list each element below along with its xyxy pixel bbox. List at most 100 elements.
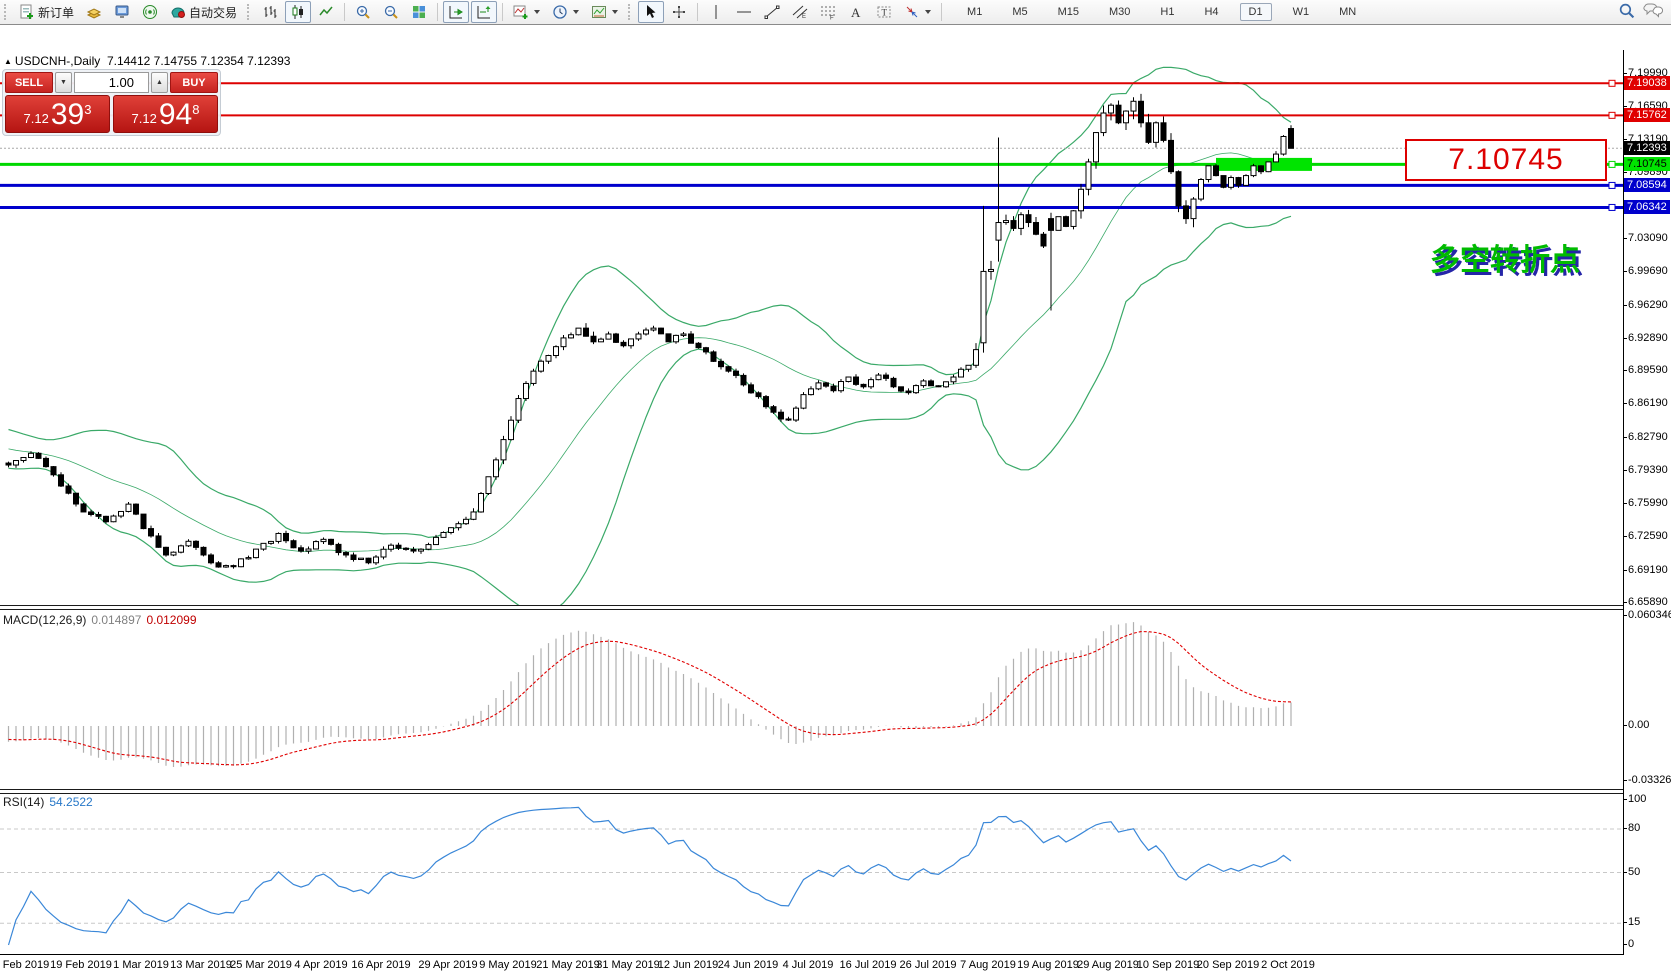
autotrading-button[interactable]: 自动交易	[165, 1, 242, 23]
macd-signal-line	[8, 631, 1292, 766]
timeframe-h1-button[interactable]: H1	[1160, 6, 1175, 18]
timeframe-toolbar: M1 M5 M15 M30 H1 H4 D1 W1 MN	[952, 3, 1371, 21]
candle-body	[463, 518, 469, 525]
candle-body	[208, 554, 214, 564]
zoom-in-icon	[355, 4, 371, 20]
macd-label: MACD(12,26,9) 0.014897 0.012099	[3, 613, 197, 627]
line-chart-mode-button[interactable]	[313, 1, 339, 23]
cursor-icon	[643, 4, 659, 20]
volume-decrease-button[interactable]: ▼	[55, 72, 72, 93]
periods-button[interactable]	[547, 1, 584, 23]
rsi-label: RSI(14) 54.2522	[3, 795, 93, 809]
price-tick-label: 6.89590	[1623, 364, 1668, 376]
candle-body	[178, 545, 184, 553]
vertical-line-tool-button[interactable]	[703, 1, 729, 23]
candle-body	[650, 327, 657, 331]
candle-body	[1070, 210, 1077, 227]
price-tick-label: 6.96290	[1623, 299, 1668, 311]
volume-increase-button[interactable]: ▲	[151, 72, 168, 93]
chart-shift-button[interactable]	[443, 1, 470, 23]
crosshair-tool-button[interactable]	[666, 1, 692, 23]
bollinger-lower-band	[8, 215, 1292, 608]
timeframe-mn-button[interactable]: MN	[1339, 6, 1357, 18]
chart-title: ▲ USDCNH-,Daily 7.14412 7.14755 7.12354 7…	[4, 54, 290, 68]
rsi-line	[7, 806, 1292, 946]
horizontal-line-tool-button[interactable]	[731, 1, 757, 23]
candle-body	[628, 338, 634, 347]
cursor-tool-button[interactable]	[638, 1, 665, 23]
candle-body	[1265, 161, 1272, 173]
macd-panel[interactable]	[0, 610, 1624, 789]
line-handle[interactable]	[1608, 111, 1616, 119]
timeframe-w1-button[interactable]: W1	[1292, 6, 1310, 18]
timeframe-m15-button[interactable]: M15	[1057, 6, 1079, 18]
text-label-tool-button[interactable]: T	[871, 1, 897, 23]
candle-body	[493, 459, 499, 478]
candle-body	[1055, 216, 1062, 231]
buy-button[interactable]: BUY	[170, 72, 218, 93]
candle-body	[875, 374, 882, 381]
volume-field[interactable]: 1.00	[74, 72, 149, 93]
panel-separator[interactable]	[0, 789, 1624, 794]
zoom-out-button[interactable]	[378, 1, 404, 23]
chinese-annotation[interactable]: 多空转折点	[1430, 244, 1580, 277]
zoom-in-button[interactable]	[350, 1, 376, 23]
candle-body	[725, 366, 732, 372]
candle-body	[163, 546, 169, 556]
line-handle[interactable]	[1608, 160, 1616, 168]
chart-area[interactable]: ▲ USDCNH-,Daily 7.14412 7.14755 7.12354 7…	[0, 25, 1671, 971]
new-order-button[interactable]: 新订单	[14, 1, 79, 23]
bid-price-main: 39	[50, 98, 85, 131]
candle-body	[245, 557, 252, 560]
timeframe-m1-button[interactable]: M1	[967, 6, 983, 18]
timeframe-h4-button[interactable]: H4	[1204, 6, 1219, 18]
rsi-panel[interactable]	[0, 793, 1624, 954]
candle-body	[808, 388, 814, 396]
history-center-button[interactable]	[81, 1, 107, 23]
candle-body	[1048, 218, 1054, 231]
bar-chart-mode-button[interactable]	[257, 1, 283, 23]
panel-separator[interactable]	[0, 605, 1624, 610]
templates-button[interactable]	[586, 1, 623, 23]
support-zone-rect[interactable]	[1216, 157, 1312, 171]
price-chart-panel[interactable]	[0, 50, 1624, 608]
fibonacci-tool-button[interactable]: F	[815, 1, 841, 23]
timeframe-m30-button[interactable]: M30	[1109, 6, 1131, 18]
trendline-tool-button[interactable]	[759, 1, 785, 23]
text-tool-button[interactable]: A	[843, 1, 869, 23]
collapse-triangle-icon[interactable]: ▲	[4, 57, 12, 66]
auto-scroll-button[interactable]	[471, 1, 498, 23]
terminal-button[interactable]	[109, 1, 135, 23]
candle-body	[718, 360, 724, 368]
candle-body	[238, 558, 244, 568]
ask-price-button[interactable]: 7.12 94 8	[113, 95, 218, 133]
tile-windows-button[interactable]	[406, 1, 432, 23]
arrows-tool-button[interactable]	[899, 1, 936, 23]
timeframe-m5-button[interactable]: M5	[1012, 6, 1028, 18]
bid-price-prefix: 7.12	[23, 111, 49, 126]
line-handle[interactable]	[1608, 203, 1616, 211]
indicators-icon	[513, 4, 529, 20]
timeframe-d1-button[interactable]: D1	[1239, 3, 1272, 21]
candle-body	[95, 513, 102, 517]
bid-price-button[interactable]: 7.12 39 3	[5, 95, 110, 133]
sell-button[interactable]: SELL	[5, 72, 53, 93]
candle-body	[440, 531, 447, 538]
channel-tool-button[interactable]: E	[787, 1, 813, 23]
candle-body	[305, 548, 312, 552]
macd-name: MACD(12,26,9)	[3, 613, 87, 627]
candle-body	[778, 411, 784, 420]
price-callout-label[interactable]: 7.10745	[1405, 139, 1607, 181]
price-axis-line	[1623, 50, 1624, 955]
search-icon[interactable]	[1618, 2, 1635, 22]
chat-icon[interactable]	[1643, 3, 1664, 22]
candle-body	[883, 374, 889, 379]
line-handle[interactable]	[1608, 79, 1616, 87]
indicators-button[interactable]	[508, 1, 545, 23]
signal-button[interactable]	[137, 1, 163, 23]
candle-body	[313, 541, 319, 550]
candle-body	[1108, 104, 1114, 114]
line-handle[interactable]	[1608, 181, 1616, 189]
candlestick-mode-button[interactable]	[285, 1, 312, 23]
candle-body	[635, 333, 642, 340]
